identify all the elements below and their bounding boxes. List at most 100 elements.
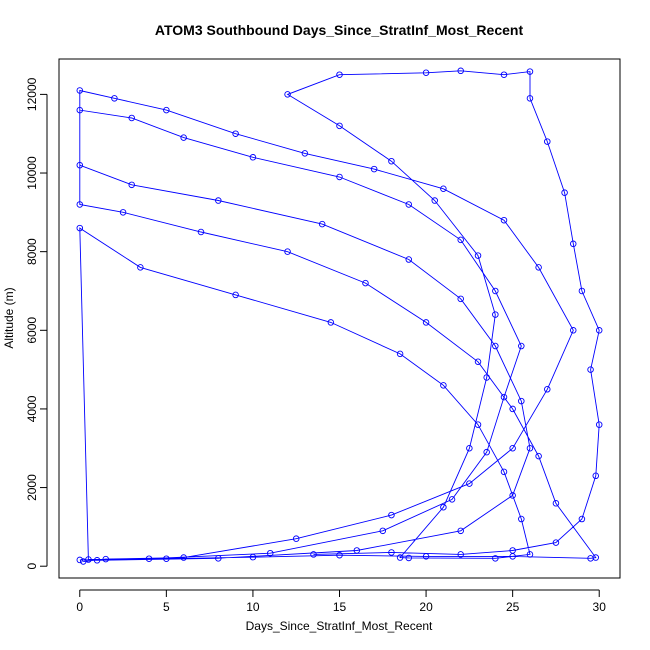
data-point [440, 382, 447, 389]
data-point [544, 138, 551, 145]
x-tick-label: 0 [76, 600, 83, 614]
data-point [448, 496, 456, 503]
data-point [232, 291, 239, 299]
data-point [284, 91, 291, 98]
data-point [362, 279, 369, 287]
data-point [388, 549, 395, 556]
data-point [111, 95, 118, 102]
data-point [466, 445, 473, 452]
data-point [76, 556, 84, 564]
data-point [552, 539, 560, 546]
data-point [578, 287, 586, 295]
x-tick-label: 5 [163, 600, 170, 614]
y-tick-label: 2000 [25, 474, 39, 501]
data-point [509, 547, 516, 554]
data-point [422, 319, 430, 326]
y-axis-label: Altitude (m) [2, 287, 16, 348]
data-point [587, 555, 594, 562]
data-point [518, 397, 525, 405]
data-point [405, 256, 413, 263]
data-point [422, 69, 430, 77]
series-line-0 [79, 70, 600, 562]
data-point [336, 122, 343, 130]
data-point [518, 342, 525, 350]
data-point [440, 503, 447, 511]
data-point [284, 248, 291, 255]
y-tick-label: 6000 [25, 317, 39, 344]
y-tick-label: 8000 [25, 238, 39, 265]
data-point [76, 201, 84, 208]
data-point [492, 555, 499, 562]
data-point [396, 350, 404, 358]
data-point [232, 130, 239, 137]
data-point [85, 556, 92, 563]
data-point [292, 535, 300, 542]
data-point [492, 342, 499, 350]
plot-frame [58, 58, 621, 579]
data-point [76, 106, 84, 114]
data-point [128, 114, 135, 122]
data-point [405, 554, 413, 562]
x-axis: 0 5 10 15 20 25 30 [76, 589, 606, 614]
x-tick-label: 15 [333, 600, 347, 614]
y-tick-label: 12000 [25, 77, 39, 111]
data-point [535, 452, 542, 460]
data-point [500, 216, 508, 224]
data-point [119, 209, 127, 216]
data-point [440, 185, 447, 192]
data-point [215, 555, 222, 562]
data-point [301, 150, 309, 157]
data-point [336, 173, 343, 181]
data-point [370, 165, 378, 173]
data-point [483, 374, 490, 381]
y-tick-label: 10000 [25, 156, 39, 190]
data-point [215, 197, 222, 204]
data-point [492, 311, 499, 318]
data-point [128, 181, 135, 189]
data-point [180, 554, 187, 561]
data-point [518, 515, 525, 523]
data-point [578, 515, 586, 523]
data-point [180, 134, 187, 141]
data-point [457, 236, 464, 244]
data-point [163, 106, 170, 114]
data-point [474, 252, 482, 259]
data-point [457, 527, 464, 535]
data-point [483, 448, 490, 456]
data-point [388, 511, 395, 519]
data-point [457, 295, 464, 303]
data-point [552, 500, 560, 507]
y-axis: 0 2000 4000 6000 8000 10000 12000 [25, 77, 48, 570]
data-point [310, 551, 317, 558]
data-point [336, 551, 343, 559]
data-point [76, 87, 84, 94]
data-point [163, 555, 170, 562]
data-point [526, 551, 534, 558]
data-point [492, 287, 499, 295]
data-point [137, 264, 144, 271]
data-point [474, 421, 482, 428]
data-point [197, 228, 205, 236]
data-point [405, 201, 413, 208]
data-point [249, 154, 257, 161]
x-tick-label: 25 [506, 600, 520, 614]
data-point [76, 224, 84, 232]
data-point [509, 445, 516, 452]
y-tick-label: 4000 [25, 395, 39, 422]
data-point [379, 527, 387, 535]
data-point [592, 472, 600, 480]
data-point [353, 547, 361, 554]
data-point [327, 319, 335, 326]
data-point [76, 161, 84, 169]
data-point [266, 549, 274, 557]
data-point [388, 157, 395, 165]
data-point [249, 553, 257, 561]
data-point [544, 386, 551, 393]
data-point [457, 551, 464, 558]
chart-title: ATOM3 Southbound Days_Since_StratInf_Mos… [155, 22, 524, 38]
x-tick-label: 10 [246, 600, 260, 614]
data-point [318, 220, 326, 228]
data-series [76, 67, 603, 565]
data-point [526, 95, 534, 102]
